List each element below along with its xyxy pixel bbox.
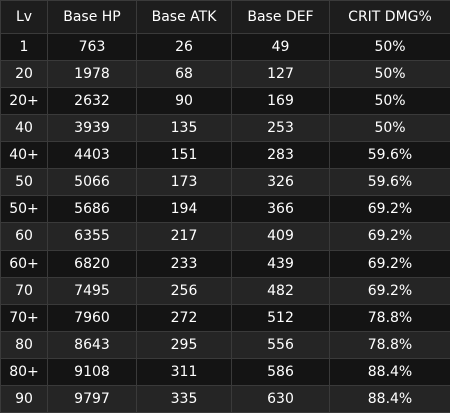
base-hp-cell: 7495 [47, 276, 137, 305]
base-hp-cell: 9797 [47, 384, 137, 413]
header-crit-dmg: CRIT DMG% [329, 0, 450, 34]
table-row: 70 7495 256 482 69.2% [0, 276, 450, 305]
table-row: 20+ 2632 90 169 50% [0, 87, 450, 116]
level-cell: 20 [0, 60, 48, 89]
base-def-cell: 556 [231, 330, 330, 359]
level-cell: 80 [0, 330, 48, 359]
base-def-cell: 127 [231, 60, 330, 89]
crit-dmg-cell: 69.2% [329, 195, 450, 224]
crit-dmg-cell: 78.8% [329, 303, 450, 332]
base-hp-cell: 5066 [47, 168, 137, 197]
level-cell: 70 [0, 276, 48, 305]
header-base-def: Base DEF [231, 0, 330, 34]
level-cell: 50 [0, 168, 48, 197]
base-def-cell: 586 [231, 357, 330, 386]
base-hp-cell: 9108 [47, 357, 137, 386]
base-hp-cell: 6355 [47, 222, 137, 251]
header-base-atk: Base ATK [136, 0, 232, 34]
table-row: 90 9797 335 630 88.4% [0, 384, 450, 413]
table-row: 80 8643 295 556 78.8% [0, 330, 450, 359]
base-hp-cell: 8643 [47, 330, 137, 359]
table-row: 70+ 7960 272 512 78.8% [0, 303, 450, 332]
base-atk-cell: 295 [136, 330, 232, 359]
base-hp-cell: 1978 [47, 60, 137, 89]
base-atk-cell: 173 [136, 168, 232, 197]
base-hp-cell: 6820 [47, 249, 137, 278]
base-atk-cell: 151 [136, 141, 232, 170]
level-cell: 70+ [0, 303, 48, 332]
level-cell: 50+ [0, 195, 48, 224]
level-cell: 40 [0, 114, 48, 143]
level-cell: 60 [0, 222, 48, 251]
level-cell: 40+ [0, 141, 48, 170]
crit-dmg-cell: 88.4% [329, 357, 450, 386]
base-atk-cell: 135 [136, 114, 232, 143]
base-hp-cell: 3939 [47, 114, 137, 143]
base-atk-cell: 194 [136, 195, 232, 224]
base-atk-cell: 90 [136, 87, 232, 116]
header-level: Lv [0, 0, 48, 34]
table-body: 1 763 26 49 50% 20 1978 68 127 50% 20+ 2632 90 169 50%… [0, 32, 450, 413]
table-row: 40 3939 135 253 50% [0, 114, 450, 143]
level-cell: 80+ [0, 357, 48, 386]
level-cell: 20+ [0, 87, 48, 116]
table-row: 40+ 4403 151 283 59.6% [0, 141, 450, 170]
crit-dmg-cell: 50% [329, 114, 450, 143]
crit-dmg-cell: 88.4% [329, 384, 450, 413]
base-hp-cell: 4403 [47, 141, 137, 170]
base-atk-cell: 233 [136, 249, 232, 278]
table-row: 50+ 5686 194 366 69.2% [0, 195, 450, 224]
crit-dmg-cell: 78.8% [329, 330, 450, 359]
base-atk-cell: 68 [136, 60, 232, 89]
crit-dmg-cell: 59.6% [329, 168, 450, 197]
base-def-cell: 366 [231, 195, 330, 224]
crit-dmg-cell: 69.2% [329, 249, 450, 278]
table-row: 80+ 9108 311 586 88.4% [0, 357, 450, 386]
base-atk-cell: 256 [136, 276, 232, 305]
base-def-cell: 409 [231, 222, 330, 251]
header-base-hp: Base HP [47, 0, 137, 34]
crit-dmg-cell: 59.6% [329, 141, 450, 170]
base-hp-cell: 5686 [47, 195, 137, 224]
base-def-cell: 512 [231, 303, 330, 332]
base-hp-cell: 2632 [47, 87, 137, 116]
base-atk-cell: 311 [136, 357, 232, 386]
table-row: 20 1978 68 127 50% [0, 60, 450, 89]
base-atk-cell: 272 [136, 303, 232, 332]
base-def-cell: 482 [231, 276, 330, 305]
base-hp-cell: 7960 [47, 303, 137, 332]
base-def-cell: 630 [231, 384, 330, 413]
table-row: 50 5066 173 326 59.6% [0, 168, 450, 197]
table-row: 1 763 26 49 50% [0, 32, 450, 62]
table-row: 60 6355 217 409 69.2% [0, 222, 450, 251]
level-cell: 1 [0, 32, 48, 62]
crit-dmg-cell: 50% [329, 87, 450, 116]
base-def-cell: 283 [231, 141, 330, 170]
crit-dmg-cell: 69.2% [329, 222, 450, 251]
base-atk-cell: 335 [136, 384, 232, 413]
base-atk-cell: 217 [136, 222, 232, 251]
crit-dmg-cell: 50% [329, 32, 450, 62]
level-cell: 60+ [0, 249, 48, 278]
crit-dmg-cell: 69.2% [329, 276, 450, 305]
base-hp-cell: 763 [47, 32, 137, 62]
base-def-cell: 49 [231, 32, 330, 62]
crit-dmg-cell: 50% [329, 60, 450, 89]
level-cell: 90 [0, 384, 48, 413]
base-def-cell: 439 [231, 249, 330, 278]
table-row: 60+ 6820 233 439 69.2% [0, 249, 450, 278]
base-def-cell: 253 [231, 114, 330, 143]
base-atk-cell: 26 [136, 32, 232, 62]
header-row: Lv Base HP Base ATK Base DEF CRIT DMG% [0, 0, 450, 34]
base-def-cell: 326 [231, 168, 330, 197]
base-def-cell: 169 [231, 87, 330, 116]
